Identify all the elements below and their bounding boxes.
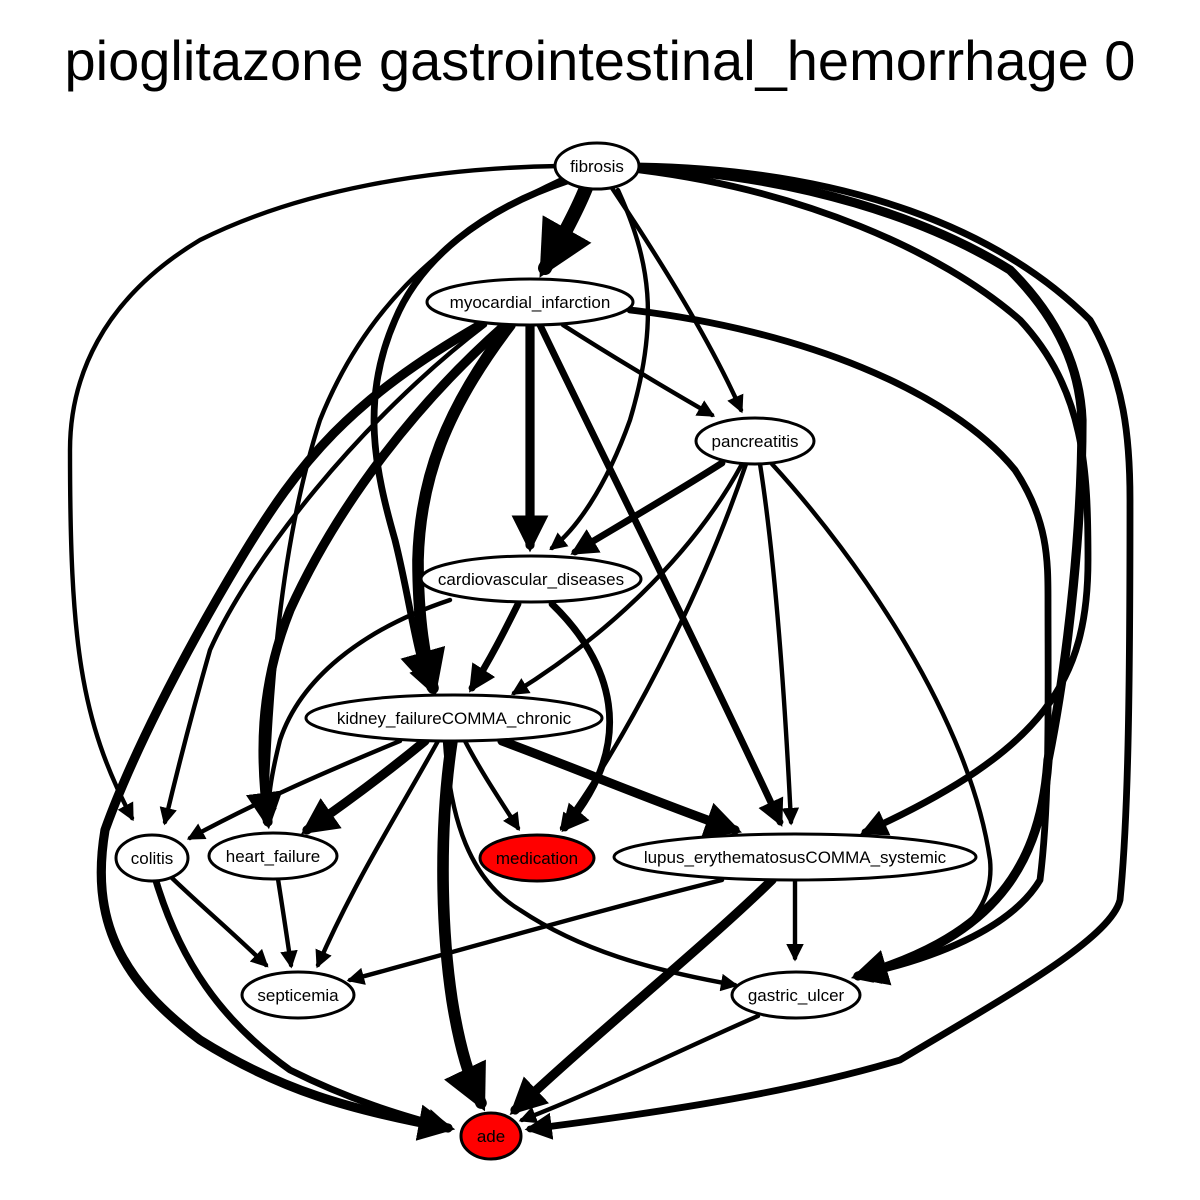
- edge-colitis-to-septicemia: [169, 875, 269, 968]
- node-heart_failure: heart_failure: [207, 831, 339, 881]
- edge-fibrosis-to-gastric_ulcer: [635, 163, 1087, 986]
- edge-kidney_failure_chronic-to-medication: [462, 738, 521, 831]
- edge-fibrosis-to-ade: [524, 162, 1134, 1140]
- node-gastric_ulcer-shape: [730, 970, 862, 1020]
- edge-fibrosis-to-lupus: [636, 166, 1092, 836]
- node-pancreatitis-label: pancreatitis: [712, 432, 799, 451]
- edge-myocardial_infarction-to-pancreatitis: [560, 322, 716, 418]
- edge-kidney_failure_chronic-to-gastric_ulcer: [442, 738, 739, 992]
- edge-colitis-to-ade: [152, 877, 454, 1136]
- node-lupus-shape: [612, 832, 978, 882]
- node-myocardial_infarction-shape: [425, 277, 635, 327]
- node-layer: fibrosis myocardial_infarction pancreatiti…: [114, 141, 978, 1161]
- edge-pancreatitis-to-lupus: [757, 461, 800, 826]
- node-myocardial_infarction: myocardial_infarction: [425, 277, 635, 327]
- node-pancreatitis-shape: [694, 416, 816, 466]
- edge-myocardial_infarction-to-lupus: [536, 321, 784, 827]
- edge-kidney_failure_chronic-to-septicemia: [315, 738, 441, 969]
- edge-lupus-to-septicemia: [346, 877, 725, 985]
- node-cardiovascular_diseases: cardiovascular_diseases: [419, 554, 643, 604]
- node-heart_failure-label: heart_failure: [226, 847, 321, 866]
- node-lupus-label: lupus_erythematosusCOMMA_systemic: [644, 848, 947, 867]
- edge-kidney_failure_chronic-to-colitis: [186, 738, 403, 841]
- node-gastric_ulcer-label: gastric_ulcer: [748, 986, 845, 1005]
- node-kidney_failure_chronic: kidney_failureCOMMA_chronic: [304, 693, 604, 743]
- node-pancreatitis: pancreatitis: [694, 416, 816, 466]
- node-gastric_ulcer: gastric_ulcer: [730, 970, 862, 1020]
- node-ade-label: ade: [477, 1127, 505, 1146]
- edge-fibrosis-to-heart_failure: [256, 177, 563, 826]
- node-myocardial_infarction-label: myocardial_infarction: [450, 293, 611, 312]
- node-heart_failure-shape: [207, 831, 339, 881]
- edge-myocardial_infarction-to-heart_failure: [245, 320, 510, 830]
- edge-myocardial_infarction-to-ade: [96, 320, 485, 1141]
- node-ade-shape: [459, 1111, 523, 1161]
- node-fibrosis-shape: [553, 141, 641, 191]
- edge-gastric_ulcer-to-ade: [518, 1013, 761, 1124]
- node-septicemia: septicemia: [240, 970, 356, 1020]
- edge-fibrosis-to-myocardial_infarction: [538, 181, 593, 278]
- node-fibrosis-label: fibrosis: [570, 157, 624, 176]
- edge-heart_failure-to-septicemia: [275, 876, 298, 969]
- node-ade: ade: [459, 1111, 523, 1161]
- edge-cardiovascular_diseases-to-heart_failure: [259, 597, 453, 826]
- node-cardiovascular_diseases-label: cardiovascular_diseases: [438, 570, 624, 589]
- node-fibrosis: fibrosis: [553, 141, 641, 191]
- edge-cardiovascular_diseases-to-kidney_failure_chronic: [468, 600, 522, 693]
- edge-myocardial_infarction-to-gastric_ulcer: [626, 306, 1052, 984]
- edge-myocardial_infarction-to-kidney_failure_chronic: [400, 319, 516, 697]
- page-title: pioglitazone gastrointestinal_hemorrhage…: [64, 29, 1136, 92]
- node-lupus: lupus_erythematosusCOMMA_systemic: [612, 832, 978, 882]
- node-medication-shape: [478, 833, 596, 883]
- edge-pancreatitis-to-kidney_failure_chronic: [511, 461, 745, 696]
- edge-lupus-to-ade: [509, 875, 777, 1116]
- node-kidney_failure_chronic-label: kidney_failureCOMMA_chronic: [337, 709, 572, 728]
- node-septicemia-shape: [240, 970, 356, 1020]
- node-colitis-shape: [114, 833, 190, 883]
- edge-cardiovascular_diseases-to-medication: [548, 600, 614, 833]
- edge-fibrosis-to-colitis: [67, 163, 563, 822]
- node-medication: medication: [478, 833, 596, 883]
- edge-kidney_failure_chronic-to-ade: [437, 735, 487, 1112]
- edge-kidney_failure_chronic-to-lupus: [497, 736, 742, 838]
- node-cardiovascular_diseases-shape: [419, 554, 643, 604]
- edge-myocardial_infarction-to-colitis: [159, 322, 488, 826]
- node-colitis-label: colitis: [131, 849, 174, 868]
- edge-layer: [67, 162, 1134, 1141]
- edge-kidney_failure_chronic-to-heart_failure: [300, 736, 430, 835]
- node-medication-label: medication: [496, 849, 578, 868]
- node-kidney_failure_chronic-shape: [304, 693, 604, 743]
- edge-pancreatitis-to-cardiovascular_diseases: [570, 459, 726, 556]
- edge-fibrosis-to-cardiovascular_diseases: [549, 187, 651, 551]
- edge-pancreatitis-to-gastric_ulcer: [769, 461, 993, 983]
- node-colitis: colitis: [114, 833, 190, 883]
- node-septicemia-label: septicemia: [257, 986, 339, 1005]
